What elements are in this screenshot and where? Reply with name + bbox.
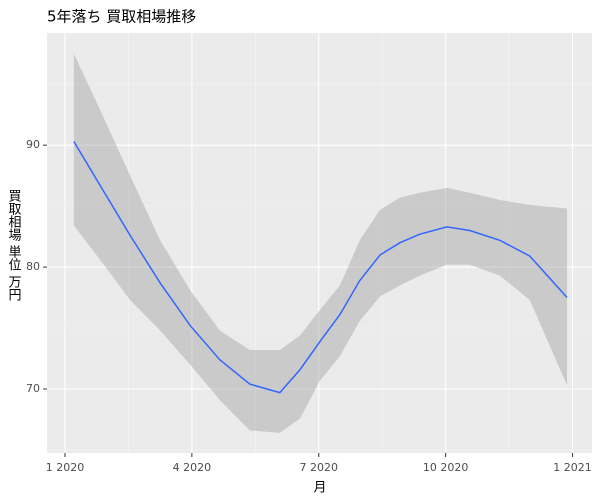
x-tick-label: 1 2020 [46,461,85,474]
plot-panel [47,33,592,453]
trend-line [73,141,568,394]
x-tick-label: 4 2020 [173,461,212,474]
y-tick-label: 70 [26,382,40,395]
x-tick-label: 7 2020 [300,461,339,474]
x-tick-label: 1 2021 [553,461,592,474]
x-axis-title: 月 [313,481,326,496]
chart-title: 5年落ち 買取相場推移 [47,8,196,26]
y-tick-label: 90 [26,138,40,151]
y-tick-label: 80 [26,260,40,273]
x-tick-label: 10 2020 [423,461,469,474]
confidence-band [73,53,568,433]
y-axis-title: 買取相場 単位 万円 [6,189,22,302]
